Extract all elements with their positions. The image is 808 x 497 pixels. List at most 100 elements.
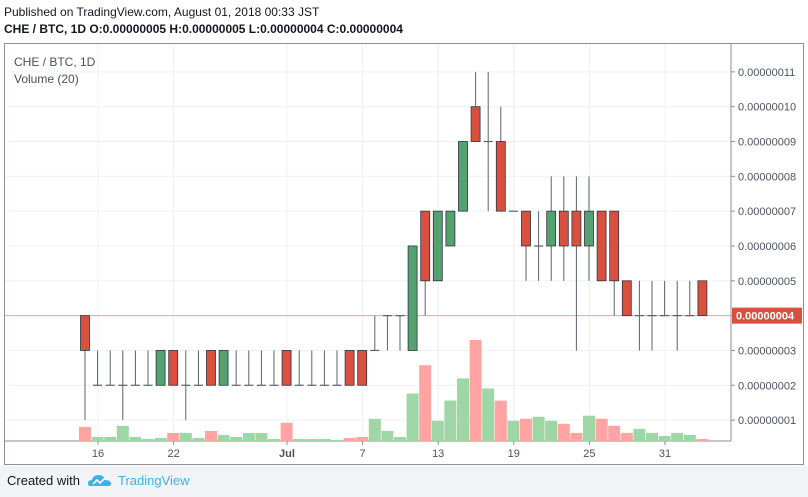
candle-body [596,210,607,282]
volume-bar [154,437,167,441]
y-tick-label: 0.00000009 [738,137,796,149]
volume-bar [419,365,432,441]
x-tick-label: 31 [659,448,671,460]
volume-bar [696,438,709,441]
chart-header: Published on TradingView.com, August 01,… [4,4,403,38]
volume-bar [431,420,444,441]
volume-bar [620,432,633,441]
x-tick-label: Jul [279,448,295,460]
volume-bar [179,432,192,441]
candle-body [609,210,620,282]
volume-bar [116,425,129,441]
volume-bar [142,438,154,441]
chart-frame [4,43,804,465]
candle-body [495,141,506,212]
volume-bar [633,428,646,441]
y-tick-label: 0.00000008 [738,171,796,183]
candle-body [344,350,355,386]
volume-bar [381,430,394,441]
volume-bar [242,432,255,441]
volume-bar [79,426,91,441]
created-with-text: Created with [7,473,80,488]
candle-body [697,280,708,317]
y-tick-label: 0.00000007 [738,206,796,218]
volume-bar [658,435,671,441]
volume-bar [394,436,406,441]
y-tick-label: 0.00000005 [738,276,796,288]
volume-bar [482,388,495,441]
x-tick-label: 13 [432,448,444,460]
candle-body [521,210,531,247]
y-tick-label: 0.00000011 [738,67,795,79]
volume-bar [217,434,230,441]
last-price-label: 0.00000004 [736,311,795,323]
legend-volume: Volume (20) [14,72,79,86]
volume-bar [683,434,696,441]
y-tick-label: 0.00000003 [738,345,796,357]
volume-bar [507,420,520,441]
volume-bar [343,437,356,441]
volume-bar [91,436,104,441]
volume-bar [280,422,293,441]
candle-body [357,350,368,386]
volume-bar [293,438,306,441]
volume-bar [520,418,532,441]
volume-bar [457,378,469,441]
x-tick-label: 25 [583,448,595,460]
volume-bar [255,432,268,441]
volume-bar [557,423,570,441]
volume-bar [205,430,217,441]
x-tick-label: 16 [92,448,104,460]
volume-bar [494,400,507,441]
candle-body [155,350,166,386]
x-tick-label: 22 [167,448,179,460]
candle-body [168,350,179,386]
chart-legend: CHE / BTC, 1D Volume (20) [14,54,95,88]
volume-bar [368,418,381,441]
tradingview-link[interactable]: TradingView [118,473,190,488]
volume-bar [532,416,545,441]
candle-body [621,280,632,317]
candle-body [432,210,443,282]
y-tick-label: 0.00000006 [738,241,796,253]
y-tick-label: 0.00000010 [738,102,796,114]
published-line: Published on TradingView.com, August 01,… [4,5,320,19]
legend-symbol: CHE / BTC, 1D [14,55,96,69]
volume-bar [230,436,243,441]
volume-bar [305,438,318,441]
y-tick-label: 0.00000001 [738,415,796,427]
volume-bar [318,438,331,441]
tradingview-logo-icon[interactable] [86,472,114,490]
candle-body [206,350,216,386]
y-tick-label: 0.00000002 [738,380,796,392]
candle-body [571,210,582,247]
volume-bar [406,393,419,441]
candle-body [407,245,418,351]
volume-bar [167,432,180,441]
footer-bar: Created with TradingView [0,466,808,497]
ohlc-line: CHE / BTC, 1D O:0.00000005 H:0.00000005 … [4,22,403,36]
candle-body [420,210,431,282]
x-tick-label: 7 [360,448,366,460]
volume-bar [583,415,595,441]
volume-bar [104,436,117,441]
candle-body [584,210,594,247]
candle-body [558,210,569,247]
volume-bar [129,436,142,441]
volume-bar [331,439,343,441]
candle-body [80,315,90,351]
candle-body [546,210,557,247]
volume-bar [570,432,583,441]
last-price-label-bg [732,307,802,324]
volume-bar [646,432,658,441]
candle-body [445,210,456,247]
candle-body [470,106,481,142]
candle-body [458,141,468,212]
candle-body [281,350,292,386]
volume-bar [444,400,457,441]
volume-bar [595,418,608,441]
volume-bar [545,420,558,441]
x-tick-label: 19 [508,448,520,460]
candle-body [218,350,229,386]
